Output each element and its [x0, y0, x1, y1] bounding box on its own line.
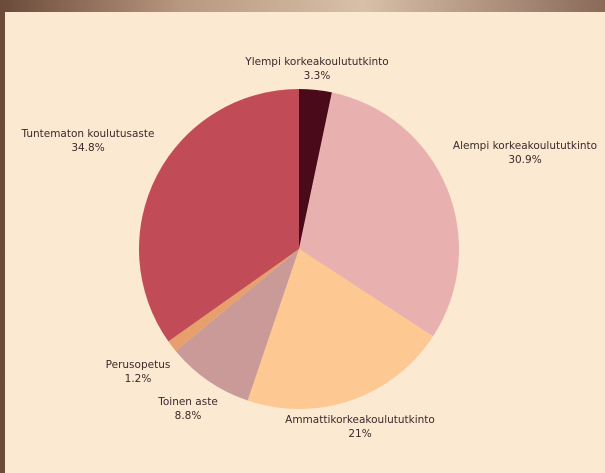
slice-label: Tuntematon koulutusaste: [21, 128, 155, 140]
pie-slice: [139, 89, 299, 342]
slice-value: 8.8%: [175, 410, 202, 422]
pie-slice: [175, 249, 299, 401]
pie-slice: [247, 249, 434, 410]
slice-label: Toinen aste: [157, 396, 218, 408]
slice-label: Ammattikorkeakoulututkinto: [285, 414, 435, 426]
slice-label: Ylempi korkeakoulututkinto: [244, 56, 388, 68]
pie-slice: [299, 89, 332, 249]
pie-slice: [299, 92, 459, 337]
slice-label: Alempi korkeakoulututkinto: [453, 140, 597, 152]
slice-value: 1.2%: [125, 373, 152, 385]
slice-value: 34.8%: [71, 142, 104, 154]
chart: Ylempi korkeakoulututkinto 3.3% Alempi kor…: [21, 56, 598, 440]
chart-panel: Ylempi korkeakoulututkinto 3.3% Alempi kor…: [5, 12, 605, 473]
pie-slice: [168, 249, 299, 351]
slice-value: 3.3%: [304, 70, 331, 82]
slice-label: Perusopetus: [106, 359, 171, 371]
slice-value: 21%: [348, 428, 371, 440]
slice-value: 30.9%: [508, 154, 541, 166]
